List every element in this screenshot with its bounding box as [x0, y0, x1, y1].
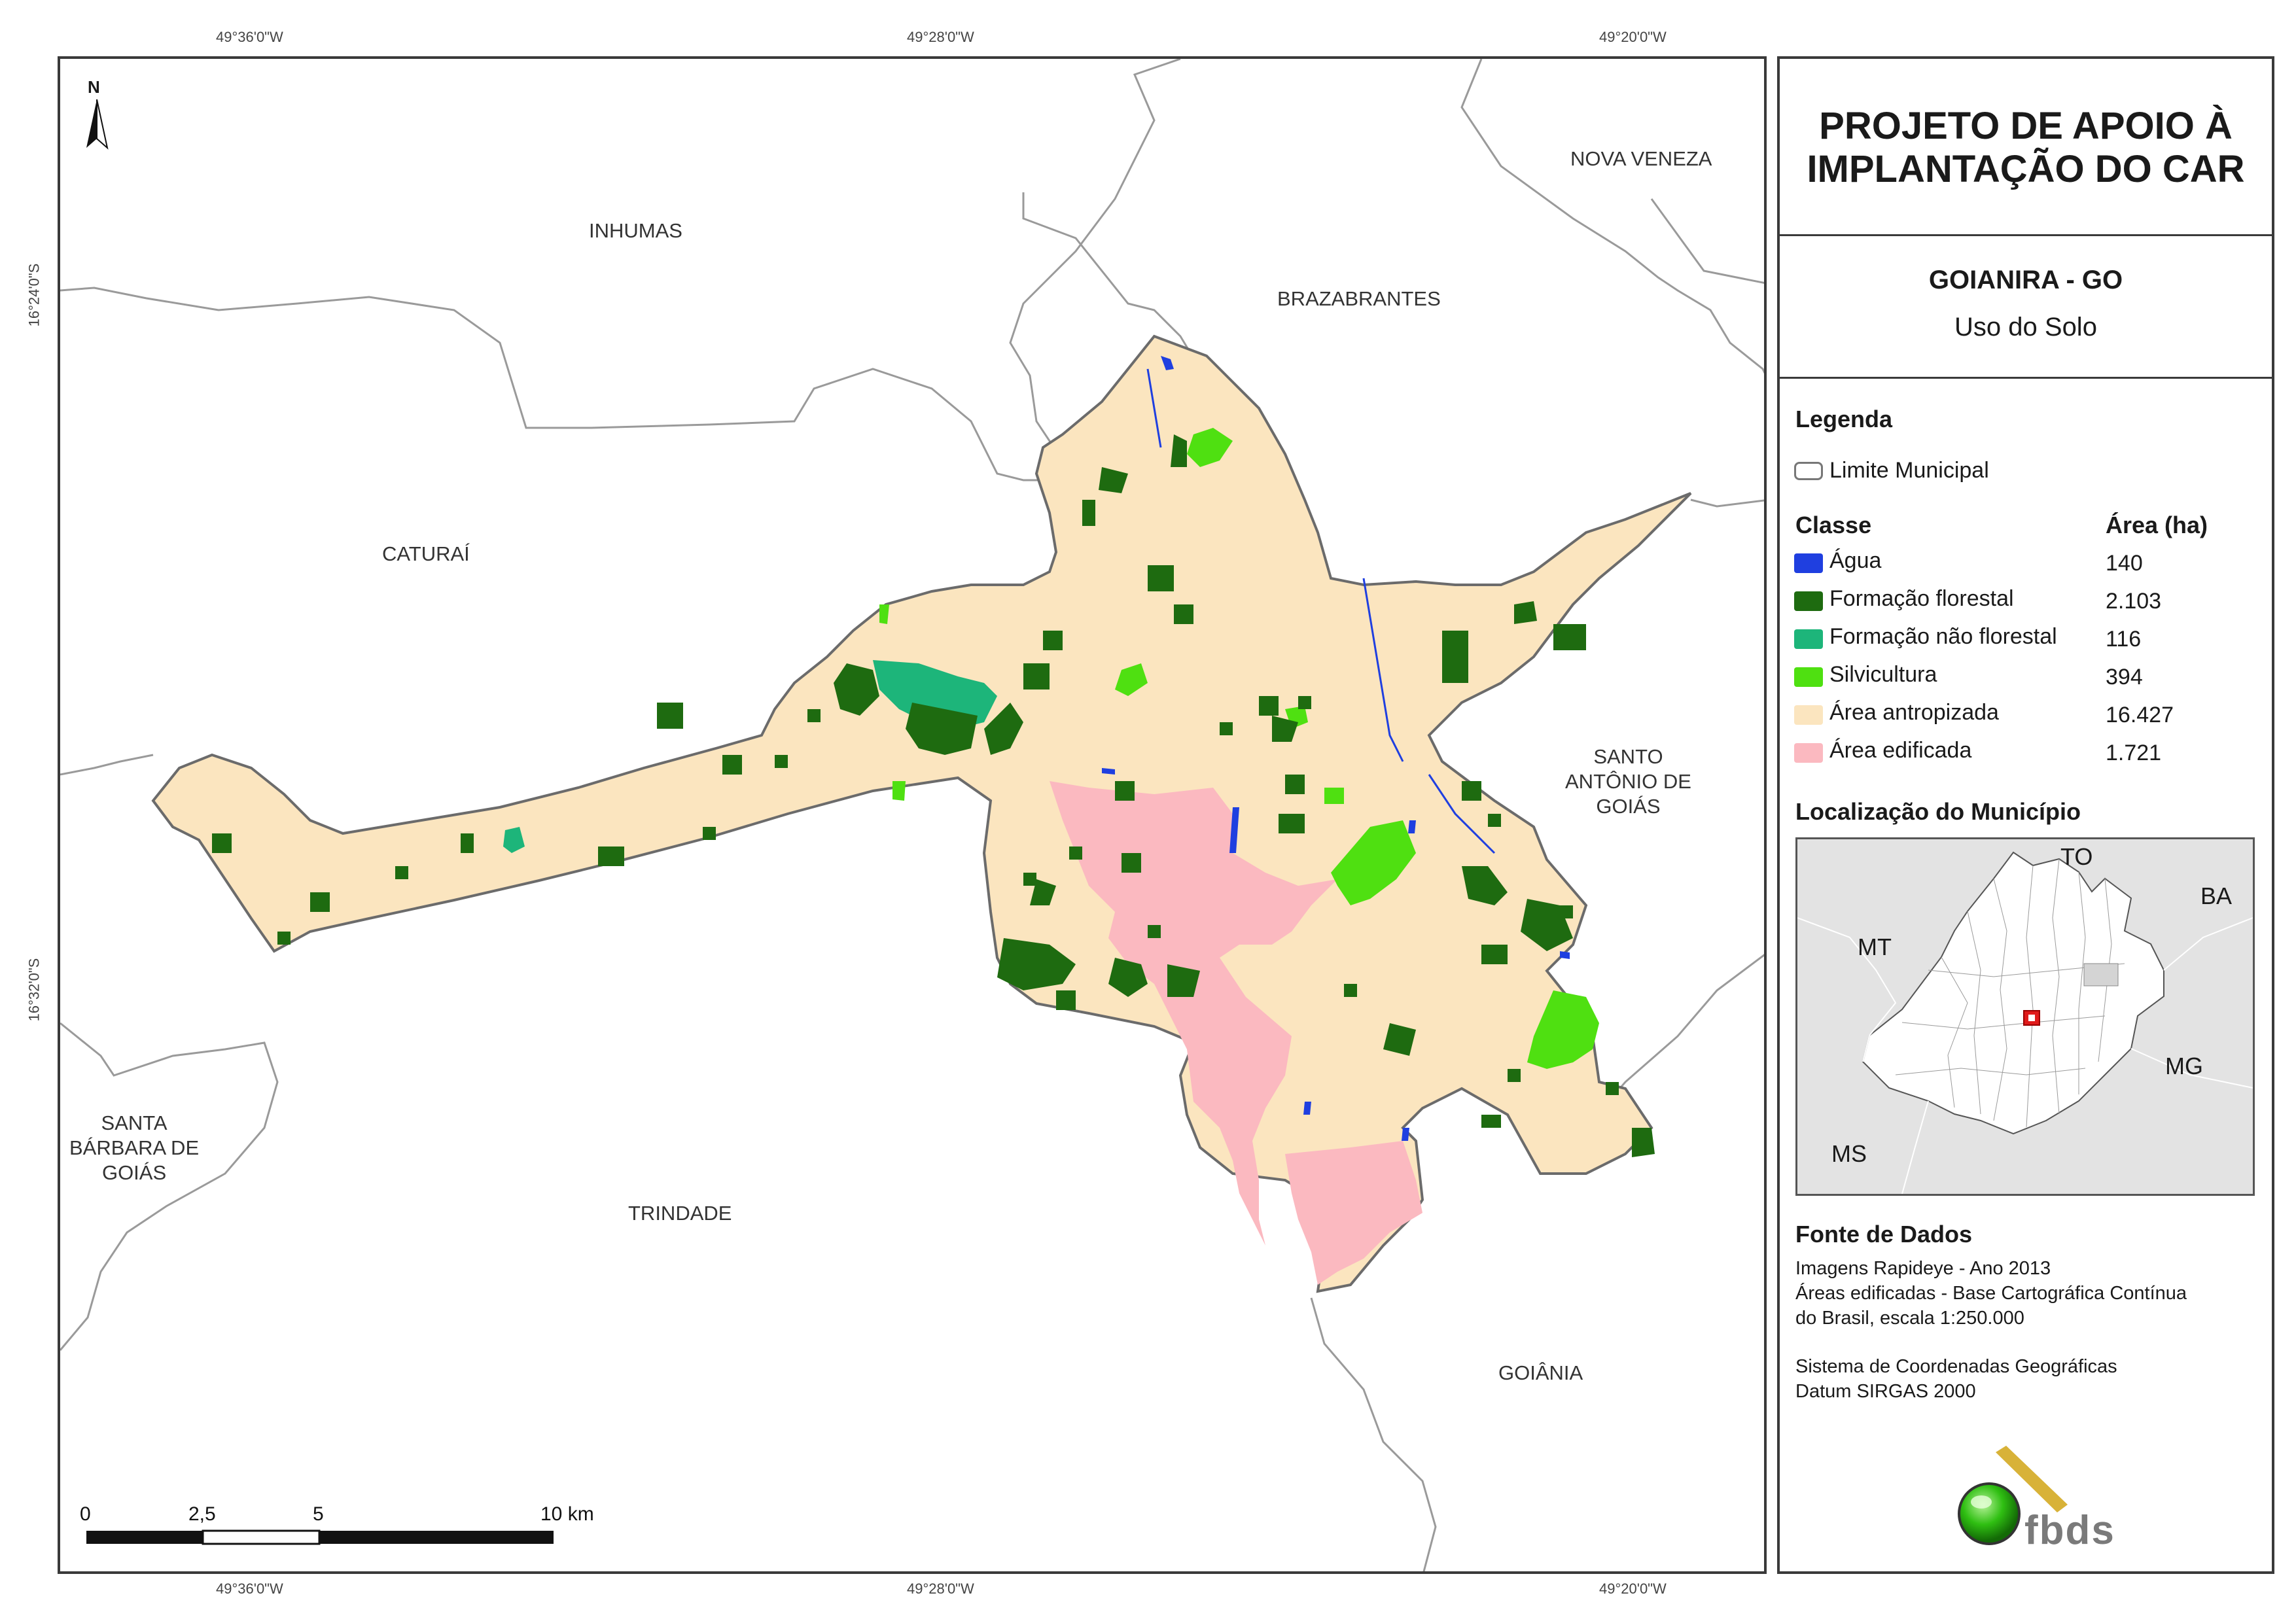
- legend-swatch-0: [1794, 553, 1823, 573]
- legend-class-area: 394: [2106, 665, 2143, 689]
- legend-swatch-2: [1794, 629, 1823, 649]
- legend-heading: Legenda: [1795, 406, 1893, 432]
- florestal-areas: [212, 434, 1655, 1157]
- municipality-title: GOIANIRA - GO: [1928, 266, 2123, 294]
- separator-1: [1780, 234, 2272, 236]
- legend-class-area: 16.427: [2106, 703, 2174, 727]
- legend-class-name: Área antropizada: [1829, 700, 1999, 725]
- inset-label-mt: MT: [1858, 934, 1892, 960]
- inset-label-mg: MG: [2165, 1053, 2203, 1079]
- area-heading: Área (ha): [2106, 512, 2208, 538]
- scale-bar-graphic: [86, 1529, 554, 1545]
- legend-swatch-3: [1794, 667, 1823, 687]
- legend-class-area: 2.103: [2106, 589, 2162, 614]
- legend-class-area: 140: [2106, 551, 2143, 576]
- legend-class-name: Silvicultura: [1829, 662, 1937, 687]
- rivers: [1146, 368, 1496, 854]
- source-line-2: Áreas edificadas - Base Cartográfica Con…: [1795, 1283, 2187, 1304]
- label-santo-antonio-l2: ANTÔNIO DE: [1565, 770, 1691, 793]
- locator-map: TO BA MT MG MS: [1795, 837, 2255, 1196]
- project-title-line1: PROJETO DE APOIO À: [1819, 105, 2233, 147]
- north-arrow: N: [77, 77, 116, 162]
- urban-area: [1050, 781, 1422, 1285]
- source-line-3: do Brasil, escala 1:250.000: [1795, 1308, 2024, 1329]
- bottom-coord-3: 49°20'0"W: [1599, 1580, 1667, 1597]
- location-heading: Localização do Município: [1795, 798, 2081, 825]
- map-subtitle: Uso do Solo: [1954, 313, 2097, 341]
- label-trindade: TRINDADE: [628, 1202, 732, 1225]
- top-coord-3: 49°20'0"W: [1599, 29, 1667, 45]
- label-caturai: CATURAÍ: [382, 542, 470, 565]
- inset-label-ms: MS: [1831, 1140, 1867, 1167]
- left-coord-2: 16°32'0"S: [26, 958, 43, 1022]
- label-santa-barbara-l1: SANTA: [101, 1111, 168, 1134]
- info-panel: PROJETO DE APOIO À IMPLANTAÇÃO DO CAR GO…: [1777, 56, 2274, 1574]
- map-frame[interactable]: N INHUMAS NOVA VENEZA BRAZABRANTES CATUR…: [58, 56, 1767, 1574]
- label-santo-antonio: SANTO ANTÔNIO DE GOIÁS: [1565, 744, 1691, 819]
- source-heading: Fonte de Dados: [1795, 1221, 1973, 1248]
- legend-class-area: 1.721: [2106, 741, 2162, 765]
- scale-label-2-5: 2,5: [188, 1503, 216, 1525]
- label-santa-barbara-l2: BÁRBARA DE: [69, 1136, 200, 1159]
- left-coord-1: 16°24'0"S: [26, 263, 43, 327]
- bottom-coord-1: 49°36'0"W: [216, 1580, 283, 1597]
- source-line-1: Imagens Rapideye - Ano 2013: [1795, 1258, 2051, 1279]
- inset-label-to: TO: [2060, 843, 2093, 870]
- legend-class-name: Água: [1829, 548, 1882, 573]
- fbds-logo: fbds: [1943, 1439, 2140, 1553]
- label-santo-antonio-l3: GOIÁS: [1596, 795, 1661, 818]
- class-heading: Classe: [1795, 512, 1872, 538]
- crs-line-2: Datum SIRGAS 2000: [1795, 1381, 1976, 1402]
- inset-label-ba: BA: [2200, 882, 2233, 909]
- legend-swatch-5: [1794, 743, 1823, 763]
- boundary-swatch: [1794, 462, 1823, 480]
- label-santa-barbara-l3: GOIÁS: [101, 1161, 167, 1184]
- legend-class-name: Área edificada: [1829, 738, 1972, 763]
- neighbor-boundaries: [60, 59, 1764, 1571]
- legend-swatch-4: [1794, 705, 1823, 725]
- boundary-label: Limite Municipal: [1829, 458, 1989, 483]
- separator-2: [1780, 377, 2272, 379]
- north-label: N: [88, 77, 100, 97]
- top-coord-2: 49°28'0"W: [907, 29, 974, 45]
- crs-line-1: Sistema de Coordenadas Geográficas: [1795, 1356, 2117, 1377]
- fbds-logo-icon: [1958, 1446, 2068, 1545]
- label-inhumas: INHUMAS: [589, 219, 682, 242]
- fbds-logo-text: fbds: [2024, 1508, 2115, 1553]
- legend-class-name: Formação não florestal: [1829, 624, 2057, 649]
- locator-map-graphic: [1797, 851, 2253, 1194]
- label-goiania: GOIÂNIA: [1498, 1361, 1583, 1384]
- north-arrow-icon: [86, 99, 109, 150]
- agua-features: [1102, 356, 1570, 1141]
- silvicultura-areas: [879, 428, 1599, 1069]
- scale-label-5: 5: [313, 1503, 324, 1525]
- top-coord-1: 49°36'0"W: [216, 29, 283, 45]
- map-canvas: [60, 59, 1764, 1571]
- goianira-polygon: [151, 334, 1692, 1293]
- label-nova-veneza: NOVA VENEZA: [1570, 147, 1712, 170]
- project-title-line2: IMPLANTAÇÃO DO CAR: [1807, 148, 2245, 190]
- scale-label-10: 10 km: [540, 1503, 594, 1525]
- scale-label-0: 0: [80, 1503, 91, 1525]
- label-santo-antonio-l1: SANTO: [1593, 745, 1663, 768]
- legend-swatch-1: [1794, 591, 1823, 611]
- label-brazabrantes: BRAZABRANTES: [1277, 287, 1441, 310]
- label-santa-barbara: SANTA BÁRBARA DE GOIÁS: [69, 1111, 199, 1185]
- legend-class-area: 116: [2106, 627, 2142, 652]
- legend-class-name: Formação florestal: [1829, 586, 2014, 611]
- bottom-coord-2: 49°28'0"W: [907, 1580, 974, 1597]
